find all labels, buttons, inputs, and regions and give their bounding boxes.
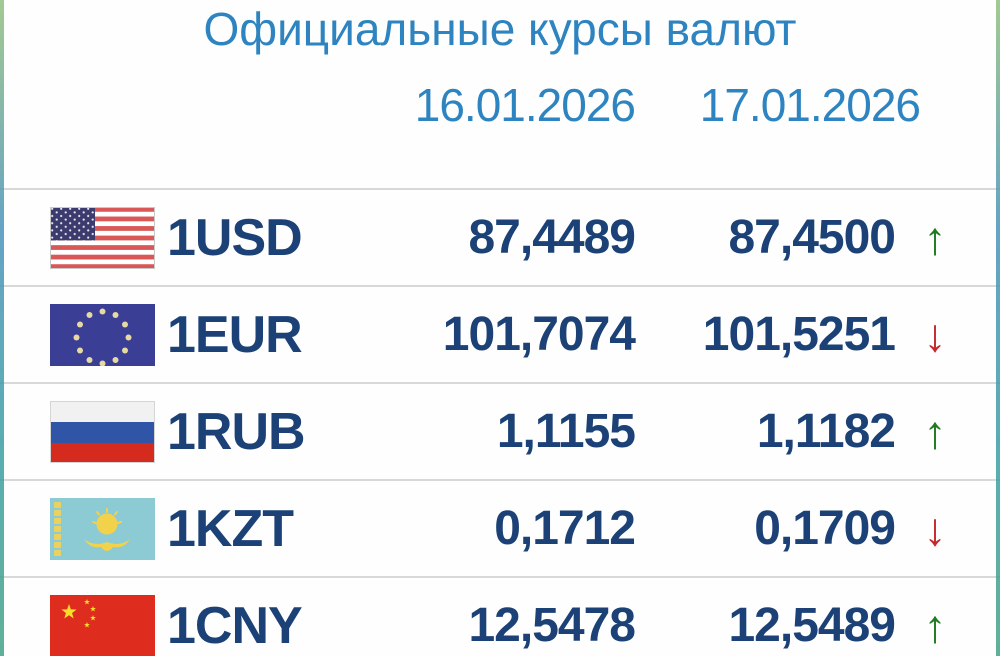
table-row-rub: 1RUB 1,1155 1,1182 ↑ xyxy=(0,382,1000,479)
trend-cell: ↑ xyxy=(895,409,975,455)
rate-prev: 87,4489 xyxy=(468,211,636,264)
currency-code: 1CNY xyxy=(167,596,303,655)
rates-table: 1USD 87,4489 87,4500 ↑ xyxy=(0,188,1000,656)
left-edge-border xyxy=(0,0,4,656)
date-column-prev: 16.01.2026 xyxy=(414,79,636,131)
date-header-row: 16.01.2026 17.01.2026 xyxy=(0,82,1000,128)
currency-code: 1KZT xyxy=(167,499,294,558)
table-row-eur: 1EUR 101,7074 101,5251 ↓ xyxy=(0,285,1000,382)
right-edge-border xyxy=(996,0,1000,656)
rate-prev: 12,5478 xyxy=(468,599,636,652)
rate-prev: 0,1712 xyxy=(494,502,636,555)
trend-down-icon: ↓ xyxy=(923,502,947,555)
currency-code: 1USD xyxy=(167,208,303,267)
usa-flag-icon xyxy=(50,206,155,269)
table-row-kzt: 1KZT 0,1712 0,1709 ↓ xyxy=(0,479,1000,576)
currency-cell: 1KZT xyxy=(50,497,405,560)
page-title: Официальные курсы валют xyxy=(203,3,797,55)
trend-cell: ↑ xyxy=(895,603,975,649)
eu-flag-icon xyxy=(50,303,155,366)
table-row-usd: 1USD 87,4489 87,4500 ↑ xyxy=(0,188,1000,285)
table-row-cny: 1CNY 12,5478 12,5489 ↑ xyxy=(0,576,1000,656)
china-flag-icon xyxy=(50,594,155,656)
rate-curr: 0,1709 xyxy=(754,502,896,555)
currency-cell: 1RUB xyxy=(50,400,405,463)
rate-curr: 101,5251 xyxy=(702,308,896,361)
trend-up-icon: ↑ xyxy=(923,599,947,652)
rate-prev: 1,1155 xyxy=(496,405,636,458)
trend-up-icon: ↑ xyxy=(923,211,947,264)
trend-cell: ↓ xyxy=(895,506,975,552)
trend-cell: ↑ xyxy=(895,215,975,261)
rate-prev: 101,7074 xyxy=(442,308,636,361)
currency-code: 1RUB xyxy=(167,402,306,461)
rate-curr: 1,1182 xyxy=(756,405,896,458)
trend-down-icon: ↓ xyxy=(923,308,947,361)
russia-flag-icon xyxy=(50,400,155,463)
rate-curr: 87,4500 xyxy=(728,211,896,264)
trend-cell: ↓ xyxy=(895,312,975,358)
currency-code: 1EUR xyxy=(167,305,303,364)
rate-curr: 12,5489 xyxy=(728,599,896,652)
trend-up-icon: ↑ xyxy=(923,405,947,458)
currency-cell: 1CNY xyxy=(50,594,405,656)
currency-cell: 1USD xyxy=(50,206,405,269)
date-column-curr: 17.01.2026 xyxy=(699,79,921,131)
kazakhstan-flag-icon xyxy=(50,497,155,560)
currency-cell: 1EUR xyxy=(50,303,405,366)
